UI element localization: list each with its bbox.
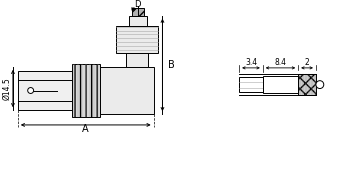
Bar <box>100 67 154 114</box>
Circle shape <box>316 81 324 89</box>
Bar <box>126 53 148 67</box>
Bar <box>263 76 298 93</box>
Text: A: A <box>82 124 89 134</box>
Text: 3.4: 3.4 <box>245 58 257 68</box>
Bar <box>132 8 144 16</box>
Bar <box>129 16 147 26</box>
Bar <box>239 77 263 92</box>
Circle shape <box>28 88 34 93</box>
Text: B: B <box>169 60 175 70</box>
Text: 2: 2 <box>305 58 309 68</box>
Text: Ø14.5: Ø14.5 <box>2 77 11 100</box>
Text: 8.4: 8.4 <box>274 58 286 68</box>
Bar <box>298 74 316 95</box>
Text: D: D <box>135 0 141 9</box>
Bar <box>72 64 100 117</box>
Bar <box>116 26 157 53</box>
Bar <box>18 71 72 110</box>
